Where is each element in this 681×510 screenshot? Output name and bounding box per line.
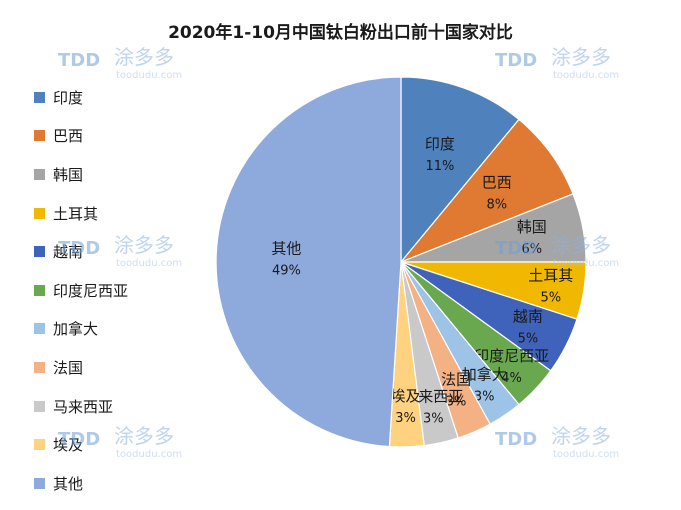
legend-swatch (34, 400, 45, 412)
watermark-name: 涂多多 (551, 45, 611, 69)
watermark-name: 涂多多 (114, 424, 174, 448)
legend-item: 印度 (34, 78, 128, 117)
slice-percent-label: 8% (486, 197, 507, 212)
legend-label: 马来西亚 (53, 397, 114, 416)
legend-swatch (34, 207, 45, 219)
legend-label: 其他 (53, 474, 84, 493)
slice-name-label: 埃及 (390, 387, 420, 405)
legend-label: 印度 (53, 88, 84, 107)
watermark-site: toodudu.com (553, 70, 619, 81)
slice-percent-label: 4% (501, 371, 522, 386)
legend-item: 加拿大 (34, 310, 128, 349)
watermark-site: toodudu.com (116, 449, 182, 460)
chart-legend: 印度巴西韩国土耳其越南印度尼西亚加拿大法国马来西亚埃及其他 (34, 78, 128, 503)
legend-item: 巴西 (34, 117, 128, 156)
slice-percent-label: 3% (474, 389, 495, 404)
legend-label: 加拿大 (53, 320, 99, 339)
pie-slice (400, 118, 574, 263)
legend-item: 越南 (34, 232, 128, 271)
legend-item: 法国 (34, 348, 128, 387)
watermark-logo-text: TDD (58, 429, 100, 450)
watermark-name: 涂多多 (114, 233, 174, 257)
legend-swatch (34, 130, 45, 142)
chart-title: 2020年1-10月中国钛白粉出口前十国家对比 (168, 23, 513, 43)
legend-swatch (34, 168, 45, 180)
slice-percent-label: 3% (423, 411, 444, 426)
slice-name-label: 巴西 (482, 173, 512, 191)
legend-label: 印度尼西亚 (53, 281, 129, 300)
legend-swatch (34, 439, 45, 451)
legend-swatch (34, 361, 45, 373)
legend-swatch (34, 323, 45, 335)
slice-percent-label: 49% (272, 263, 301, 278)
watermark-logo-text: TDD (495, 238, 537, 259)
slice-percent-label: 5% (518, 332, 539, 347)
slice-percent-label: 11% (425, 159, 454, 174)
legend-label: 法国 (53, 358, 84, 377)
pie-slice (400, 76, 520, 264)
legend-item: 其他 (34, 464, 128, 503)
slice-percent-label: 3% (446, 394, 467, 409)
slice-name-label: 其他 (271, 239, 301, 257)
slice-name-label: 土耳其 (528, 267, 573, 285)
watermark-logo-text: TDD (495, 429, 537, 450)
legend-swatch (34, 91, 45, 103)
slice-name-label: 印度尼西亚 (474, 347, 549, 365)
legend-label: 埃及 (53, 436, 84, 455)
legend-label: 韩国 (53, 165, 84, 184)
slice-percent-label: 6% (521, 242, 542, 257)
watermark-site: toodudu.com (116, 258, 182, 269)
watermark-site: toodudu.com (553, 258, 619, 269)
legend-item: 土耳其 (34, 194, 128, 233)
slice-name-label: 印度 (425, 135, 455, 153)
slice-percent-label: 5% (540, 291, 561, 306)
slice-name-label: 法国 (441, 370, 471, 388)
legend-swatch (34, 477, 45, 489)
legend-item: 印度尼西亚 (34, 271, 128, 310)
watermark-name: 涂多多 (114, 45, 174, 69)
watermark-logo-text: TDD (495, 50, 537, 71)
watermark-logo-text: TDD (58, 238, 100, 259)
watermark-site: toodudu.com (553, 449, 619, 460)
pie-slice (215, 76, 402, 448)
watermark-site: toodudu.com (116, 70, 182, 81)
watermark-logo-text: TDD (58, 50, 100, 71)
slice-name-label: 越南 (513, 308, 543, 326)
legend-label: 土耳其 (53, 204, 99, 223)
watermark-name: 涂多多 (551, 424, 611, 448)
slice-name-label: 韩国 (517, 218, 547, 236)
legend-swatch (34, 284, 45, 296)
legend-item: 埃及 (34, 425, 128, 464)
watermark-name: 涂多多 (551, 233, 611, 257)
legend-swatch (34, 246, 45, 258)
legend-item: 马来西亚 (34, 387, 128, 426)
slice-percent-label: 3% (395, 411, 416, 426)
slice-name-label: 加拿大 (462, 365, 507, 383)
legend-item: 韩国 (34, 155, 128, 194)
legend-label: 巴西 (53, 127, 84, 146)
legend-label: 越南 (53, 243, 84, 262)
